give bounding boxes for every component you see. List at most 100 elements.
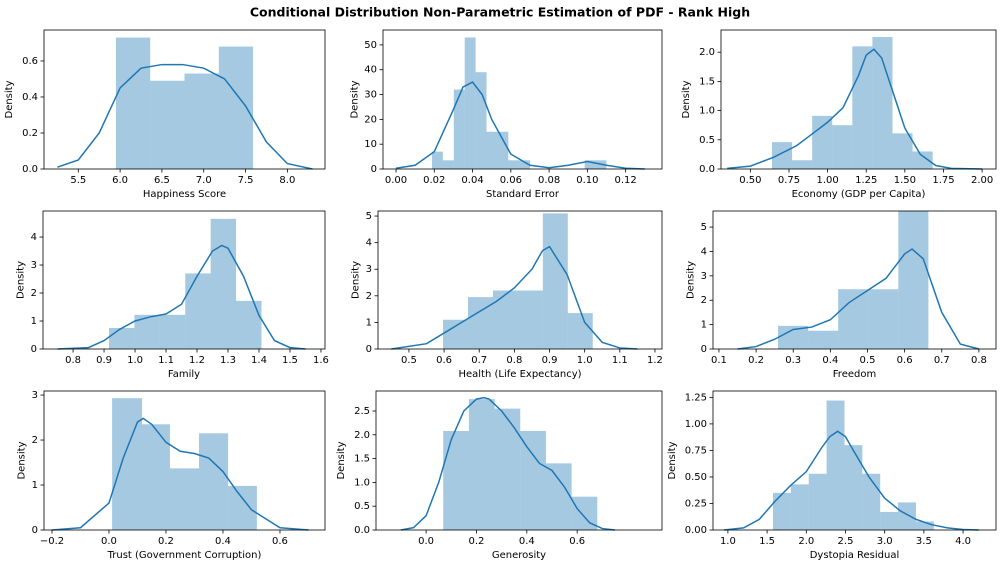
- histogram-bar: [453, 89, 465, 169]
- histogram-bar: [862, 473, 881, 530]
- histogram-bar: [199, 433, 229, 530]
- histogram-bar: [826, 400, 845, 530]
- y-tick-label: 30: [364, 90, 377, 101]
- y-tick-label: 0.5: [354, 501, 370, 512]
- histogram-bar: [169, 468, 200, 530]
- x-tick-label: 0.4: [519, 536, 535, 547]
- y-tick-label: 3: [701, 271, 707, 282]
- histogram-bar: [218, 46, 254, 169]
- x-tick-label: 0.8: [65, 355, 81, 366]
- y-tick-label: 0.0: [699, 164, 715, 175]
- histogram-bar: [898, 211, 929, 349]
- x-tick-label: 0.50: [739, 175, 761, 186]
- x-tick-label: 2.5: [838, 536, 854, 547]
- y-tick-label: 2: [31, 288, 37, 299]
- y-tick-label: 0: [31, 344, 37, 355]
- histogram-bar: [771, 142, 793, 169]
- x-tick-label: 0.8: [971, 355, 987, 366]
- histogram-bar: [468, 399, 495, 530]
- x-tick-label: 0.02: [423, 175, 445, 186]
- x-tick-label: 0.7: [471, 355, 487, 366]
- y-axis-label: Density: [17, 441, 28, 479]
- y-axis-label: Density: [686, 261, 697, 299]
- x-tick-label: 0.6: [436, 355, 452, 366]
- x-tick-label: 1.0: [127, 355, 143, 366]
- y-tick-label: 2.5: [354, 406, 370, 417]
- histogram-bar: [517, 290, 543, 349]
- kde-line: [723, 430, 979, 531]
- axes-frame: [382, 29, 663, 170]
- y-tick-label: 1.5: [354, 454, 370, 465]
- x-tick-label: 0.6: [897, 355, 913, 366]
- y-tick-label: 2: [701, 295, 707, 306]
- kde-line: [400, 396, 616, 531]
- x-tick-label: 1.1: [612, 355, 628, 366]
- kde-line: [51, 417, 309, 531]
- axes-frame: [712, 210, 997, 350]
- y-tick-label: 0.5: [699, 135, 715, 146]
- histogram-bar: [236, 300, 262, 349]
- histogram-bar: [159, 314, 186, 349]
- kde-line: [391, 245, 638, 350]
- y-tick-label: 1.25: [685, 392, 707, 403]
- x-tick-label: 6.0: [112, 175, 128, 186]
- histogram-bar: [808, 330, 839, 349]
- y-tick-label: 0.25: [685, 498, 707, 509]
- histogram-bar: [777, 325, 809, 349]
- histogram-bar: [150, 80, 185, 169]
- y-tick-label: 1: [366, 317, 372, 328]
- x-tick-label: 0.2: [468, 536, 484, 547]
- x-axis-label: Freedom: [833, 369, 876, 380]
- x-axis-label: Family: [168, 369, 200, 380]
- histogram-bar: [868, 289, 899, 349]
- x-tick-label: 0.0: [418, 536, 434, 547]
- x-tick-label: 1.5: [282, 355, 298, 366]
- histogram-bar: [497, 131, 509, 169]
- y-tick-label: 0.6: [22, 56, 38, 67]
- x-tick-label: 1.00: [816, 175, 838, 186]
- histogram-bar: [109, 328, 135, 349]
- x-tick-label: 0.7: [934, 355, 950, 366]
- axes-frame: [42, 210, 326, 350]
- histogram-bar: [567, 313, 593, 349]
- x-tick-label: 4.0: [955, 536, 971, 547]
- x-tick-label: 3.5: [916, 536, 932, 547]
- histogram-bar: [808, 473, 827, 530]
- x-tick-label: 7.5: [238, 175, 254, 186]
- x-tick-label: 1.4: [251, 355, 267, 366]
- y-tick-label: 4: [366, 238, 372, 249]
- y-tick-label: 5: [366, 211, 372, 222]
- subplot: 0.1 0.2 0.3 0.4 0.5 0.6 0.7 0.8 0 1 2 3 4 5 Freedom Den…: [686, 210, 997, 380]
- histogram-bar: [792, 160, 813, 169]
- axes-frame: [712, 390, 997, 531]
- histogram-bar: [892, 133, 913, 169]
- y-tick-label: 2.0: [699, 47, 715, 58]
- subplot: 1.0 1.5 2.0 2.5 3.0 3.5 4.0 0.00 0.25 0.50 0.75 1.0…: [667, 390, 997, 561]
- x-axis-label: Trust (Government Corruption): [107, 550, 262, 561]
- x-tick-label: 0.2: [748, 355, 764, 366]
- histogram-bar: [508, 160, 520, 169]
- x-tick-label: 0.6: [272, 536, 288, 547]
- histogram-bar: [228, 485, 257, 530]
- y-axis-label: Density: [4, 80, 15, 118]
- x-tick-label: 0.6: [569, 536, 585, 547]
- y-tick-label: 4: [701, 246, 707, 257]
- x-tick-label: 0.12: [615, 175, 637, 186]
- x-tick-label: 1.75: [932, 175, 954, 186]
- histogram-bar: [464, 37, 476, 170]
- x-tick-label: 0.1: [711, 355, 727, 366]
- y-tick-label: 40: [364, 65, 377, 76]
- x-axis-label: Happiness Score: [143, 189, 226, 200]
- y-tick-label: 0.50: [685, 472, 707, 483]
- kde-line: [395, 81, 645, 170]
- axes-frame: [43, 29, 326, 170]
- subplot: 0.50 0.75 1.00 1.25 1.50 1.75 2.00 0.0 0.5 1.0 1.5…: [681, 29, 997, 200]
- subplot: −0.2 0.0 0.2 0.4 0.6 0 1 2 3 Trust (Government Co…: [17, 390, 326, 561]
- subplot: 0.8 0.9 1.0 1.1 1.2 1.3 1.4 1.5 1.6 0 1 2 3 4 Family De…: [16, 210, 329, 380]
- y-axis-label: Density: [351, 261, 362, 299]
- kde-line: [57, 244, 306, 350]
- x-tick-label: 3.0: [877, 536, 893, 547]
- axes-frame: [375, 390, 663, 531]
- x-tick-label: 0.8: [506, 355, 522, 366]
